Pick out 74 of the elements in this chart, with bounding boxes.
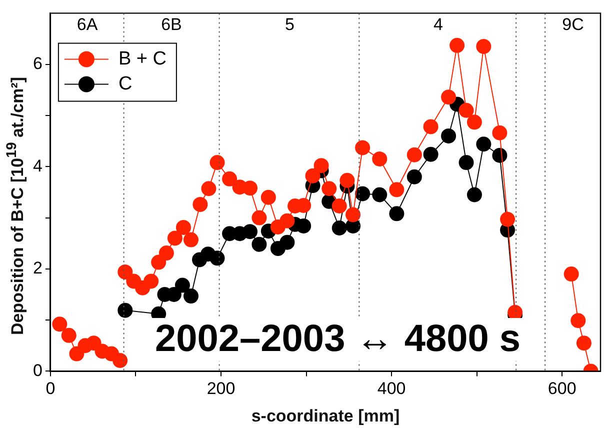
point xyxy=(492,148,508,163)
point xyxy=(61,328,76,343)
point xyxy=(466,187,482,202)
annotation: 9C xyxy=(562,14,584,34)
x-tick-label: 0 xyxy=(46,379,56,398)
point xyxy=(158,246,174,261)
point xyxy=(389,182,404,198)
point xyxy=(118,302,133,318)
point xyxy=(406,147,422,162)
point xyxy=(296,218,312,234)
x-axis-title: s-coordinate [mm] xyxy=(251,406,400,426)
point xyxy=(252,210,267,226)
point xyxy=(450,38,465,53)
point xyxy=(176,220,191,235)
point xyxy=(332,220,347,236)
y-tick-label: 6 xyxy=(32,54,42,74)
point xyxy=(346,207,361,222)
point xyxy=(576,336,592,351)
point xyxy=(476,38,492,54)
point xyxy=(144,274,159,289)
y-tick-label: 4 xyxy=(32,156,42,176)
point xyxy=(305,168,320,184)
point xyxy=(201,181,216,196)
point xyxy=(458,155,474,170)
point xyxy=(280,234,295,250)
legend-label: B + C xyxy=(118,48,167,70)
x-tick-label: 200 xyxy=(206,379,236,398)
point xyxy=(355,140,370,156)
point xyxy=(476,136,492,152)
legend-label: C xyxy=(118,73,132,94)
annotation: 4 xyxy=(434,14,443,34)
point xyxy=(52,316,68,332)
point xyxy=(492,125,508,140)
point xyxy=(112,352,128,368)
point xyxy=(314,158,329,174)
x-tick-label: 400 xyxy=(377,379,406,398)
point xyxy=(280,213,295,228)
annotation: 6A xyxy=(76,14,98,34)
x-tick-label: 600 xyxy=(548,379,576,398)
point xyxy=(260,190,276,205)
point xyxy=(322,181,337,196)
point xyxy=(183,232,198,248)
point xyxy=(222,171,238,186)
point xyxy=(441,128,456,144)
point xyxy=(167,230,182,246)
point xyxy=(406,169,422,184)
annotation: 6B xyxy=(161,14,182,34)
point xyxy=(242,224,258,240)
point xyxy=(210,155,225,170)
point xyxy=(151,254,166,270)
point xyxy=(423,119,438,134)
point xyxy=(332,198,347,214)
point xyxy=(389,206,404,222)
point xyxy=(252,236,267,252)
point xyxy=(192,196,208,212)
point xyxy=(242,180,258,196)
annotation: 5 xyxy=(284,14,294,34)
point xyxy=(458,102,474,118)
point xyxy=(183,288,198,304)
point xyxy=(423,146,438,162)
point xyxy=(441,90,456,105)
point xyxy=(372,151,388,166)
point xyxy=(466,114,482,130)
y-tick-label: 2 xyxy=(32,258,42,278)
annotation: 2002–2003 ↔ 4800 s xyxy=(145,318,531,361)
point xyxy=(174,278,190,293)
point xyxy=(372,187,388,202)
point xyxy=(570,313,586,328)
y-tick-label: 0 xyxy=(32,360,42,380)
point xyxy=(355,186,370,202)
point xyxy=(500,212,516,227)
point xyxy=(564,266,579,282)
point xyxy=(340,172,355,188)
point xyxy=(210,250,225,266)
